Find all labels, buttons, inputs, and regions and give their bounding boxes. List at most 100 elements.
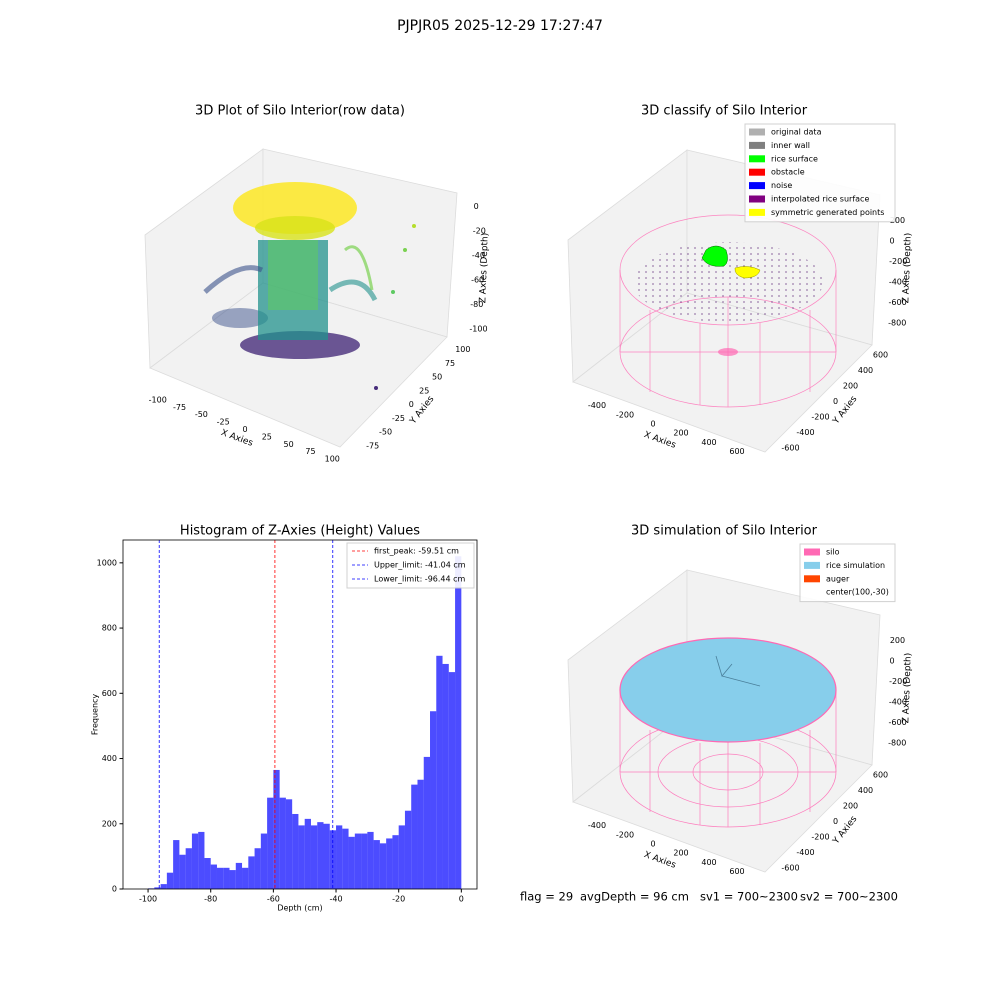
bar	[267, 797, 274, 889]
z-tick-label: 0	[474, 202, 479, 211]
y-tick-label: 200	[843, 381, 858, 390]
legend-label: Upper_limit: -41.04 cm	[374, 561, 466, 570]
bar	[273, 769, 280, 889]
x-tick-label: -100	[149, 395, 167, 404]
y-tick-label: 200	[102, 819, 117, 828]
x-tick-label: 25	[262, 432, 272, 441]
legend-box	[346, 542, 475, 589]
bar	[179, 854, 186, 889]
z-tick-label: -600	[889, 298, 907, 307]
z-tick-label: -400	[889, 697, 907, 706]
chart-title: 3D classify of Silo Interior	[641, 104, 808, 119]
bar	[398, 825, 405, 889]
bar	[404, 810, 412, 889]
y-tick-label: 800	[102, 624, 117, 633]
x-tick-label: 0	[459, 895, 464, 904]
x-tick-label: 200	[673, 429, 688, 438]
bar	[436, 655, 443, 889]
bar	[242, 867, 249, 889]
z-axis-label: Z Axies (Depth)	[901, 653, 913, 724]
x-tick-label: -60	[267, 895, 280, 904]
y-tick-label: -600	[781, 444, 799, 453]
bar	[430, 711, 437, 889]
legend-swatch	[749, 168, 765, 176]
x-tick-label: -50	[195, 410, 208, 419]
z-tick-label: -800	[888, 318, 906, 327]
legend-swatch	[749, 182, 765, 190]
bar	[442, 663, 449, 889]
x-axis-label: Depth (cm)	[277, 904, 322, 913]
x-tick-label: 400	[701, 438, 716, 447]
status-text: sv2 = 700~2300	[800, 890, 898, 904]
bar	[216, 867, 224, 889]
legend-swatch	[804, 575, 820, 583]
bar	[373, 840, 380, 889]
y-tick-label: 400	[858, 786, 873, 795]
legend-label: rice surface	[771, 154, 818, 163]
bar	[329, 830, 337, 889]
bar	[260, 833, 268, 889]
bar	[367, 831, 374, 889]
x-axis-label: X Axies	[642, 850, 677, 871]
y-tick-label: -50	[379, 428, 392, 437]
chart-title: Histogram of Z-Axies (Height) Values	[180, 524, 420, 539]
z-tick-label: 200	[890, 216, 905, 225]
z-tick-label: -800	[888, 738, 906, 747]
y-tick-label: 600	[102, 689, 117, 698]
footer: flag = 29 avgDepth = 96 cm sv1 = 700~2300 s…	[520, 890, 898, 904]
x-tick-label: -200	[616, 830, 634, 839]
z-tick-label: -100	[469, 324, 487, 333]
bar	[423, 756, 431, 889]
y-tick-label: 75	[445, 359, 455, 368]
y-tick-label: 400	[858, 366, 873, 375]
x-tick-label: -75	[173, 403, 186, 412]
legend-swatch	[749, 128, 765, 136]
y-tick-label: -75	[366, 441, 379, 450]
legend-swatch	[804, 548, 820, 556]
x-tick-label: 0	[242, 425, 247, 434]
legend-label: interpolated rice surface	[771, 195, 869, 204]
z-tick-label: -20	[473, 226, 486, 235]
x-tick-label: -20	[392, 895, 405, 904]
status-text: avgDepth = 96 cm	[580, 890, 689, 904]
bar	[292, 813, 299, 889]
x-axis-label: X Axies	[642, 430, 677, 451]
legend-swatch	[749, 208, 765, 216]
bar	[185, 848, 192, 889]
bar	[304, 818, 311, 889]
legend-label: symmetric generated points	[771, 208, 884, 217]
bar	[361, 833, 368, 889]
pane	[572, 712, 873, 873]
bar	[323, 823, 330, 889]
y-tick-label: 1000	[97, 558, 117, 567]
y-tick-label: 200	[843, 801, 858, 810]
chart-title: 3D simulation of Silo Interior	[631, 524, 818, 539]
bar	[417, 779, 424, 889]
bar	[317, 822, 324, 889]
y-tick-label: -200	[811, 413, 829, 422]
bar	[455, 556, 462, 889]
legend-label: original data	[771, 128, 822, 137]
x-tick-label: 600	[729, 867, 744, 876]
legend-swatch	[749, 141, 765, 149]
pane	[572, 292, 873, 453]
bar	[166, 872, 174, 889]
z-tick-label: -400	[889, 277, 907, 286]
z-tick-label: -200	[889, 257, 907, 266]
z-tick-label: -40	[472, 251, 485, 260]
x-tick-label: -400	[588, 821, 606, 830]
x-tick-label: -100	[139, 895, 157, 904]
y-tick-label: -600	[781, 864, 799, 873]
x-tick-label: -25	[217, 418, 230, 427]
y-tick-label: -400	[796, 848, 814, 857]
bar	[235, 862, 243, 889]
bar	[173, 840, 180, 889]
x-tick-label: 200	[673, 849, 688, 858]
bar	[348, 836, 355, 889]
legend-label: noise	[771, 181, 792, 190]
legend-box	[744, 123, 896, 223]
bar	[310, 825, 318, 889]
legend-label: center(100,-30)	[826, 588, 889, 597]
z-axis-label: Z Axies (Depth)	[901, 233, 913, 304]
